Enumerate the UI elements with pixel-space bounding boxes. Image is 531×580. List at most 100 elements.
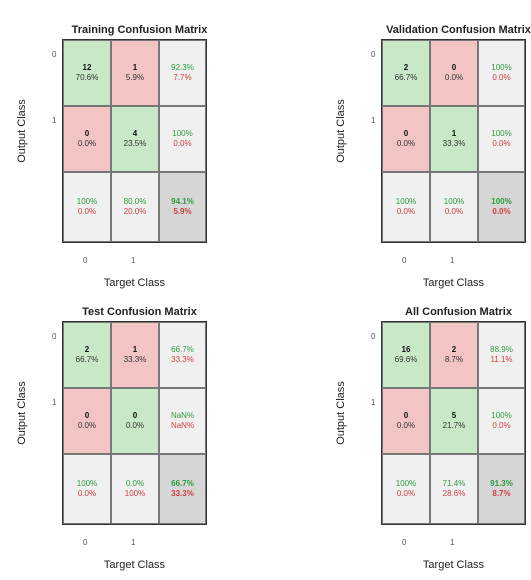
cell-count: 0 bbox=[403, 411, 409, 420]
summary-error-percentage: 33.3% bbox=[171, 355, 194, 364]
summary-correct-percentage: 0.0% bbox=[125, 479, 145, 488]
summary-error-percentage: 0.0% bbox=[173, 139, 192, 148]
summary-error-percentage: 11.1% bbox=[490, 355, 513, 364]
summary-correct-percentage: 100% bbox=[172, 129, 193, 138]
summary-error-percentage: NaN% bbox=[170, 421, 195, 430]
cell-percentage: 0.0% bbox=[396, 421, 416, 430]
cell-count: 16 bbox=[401, 345, 411, 354]
matrix-cell: 16 69.6% bbox=[382, 322, 430, 388]
cell-count: 5 bbox=[451, 411, 457, 420]
cell-count: 12 bbox=[82, 63, 92, 72]
cell-percentage: 21.7% bbox=[442, 421, 466, 430]
overall-error-percentage: 0.0% bbox=[492, 207, 511, 216]
matrix-cell: 2 66.7% bbox=[63, 322, 111, 388]
cell-percentage: 23.5% bbox=[123, 139, 147, 148]
column-summary-cell: 80.0% 20.0% bbox=[111, 172, 159, 242]
row-summary-cell: 88.9% 11.1% bbox=[478, 322, 525, 388]
row-summary-cell: 100% 0.0% bbox=[478, 40, 525, 106]
cell-count: 1 bbox=[132, 63, 138, 72]
overall-correct-percentage: 91.3% bbox=[490, 479, 513, 488]
column-summary-cell: 100% 0.0% bbox=[382, 172, 430, 242]
cell-count: 2 bbox=[84, 345, 90, 354]
summary-correct-percentage: 100% bbox=[395, 479, 417, 488]
row-tick-label: 1 bbox=[371, 116, 376, 125]
overall-error-percentage: 8.7% bbox=[492, 489, 511, 498]
overall-accuracy-cell: 100% 0.0% bbox=[478, 172, 525, 242]
summary-correct-percentage: 92.3% bbox=[171, 63, 194, 72]
summary-error-percentage: 0.0% bbox=[492, 139, 511, 148]
overall-accuracy-cell: 94.1% 5.9% bbox=[159, 172, 206, 242]
row-tick-label: 0 bbox=[371, 50, 376, 59]
cell-percentage: 0.0% bbox=[77, 139, 97, 148]
summary-error-percentage: 0.0% bbox=[444, 207, 464, 216]
matrix-cell: 2 66.7% bbox=[382, 40, 430, 106]
row-tick-label: 0 bbox=[52, 332, 57, 341]
y-axis-label: Output Class bbox=[335, 381, 347, 445]
y-axis-label: Output Class bbox=[335, 99, 347, 163]
row-tick-label: 1 bbox=[52, 398, 57, 407]
overall-correct-percentage: 66.7% bbox=[171, 479, 194, 488]
cell-percentage: 66.7% bbox=[394, 73, 418, 82]
row-summary-cell: NaN% NaN% bbox=[159, 388, 206, 454]
summary-error-percentage: 28.6% bbox=[442, 489, 466, 498]
cell-percentage: 70.6% bbox=[75, 73, 99, 82]
row-summary-cell: 100% 0.0% bbox=[478, 388, 525, 454]
y-axis-label: Output Class bbox=[16, 99, 28, 163]
column-summary-cell: 100% 0.0% bbox=[63, 454, 111, 524]
summary-correct-percentage: NaN% bbox=[170, 411, 195, 420]
cell-count: 0 bbox=[84, 129, 90, 138]
summary-correct-percentage: 71.4% bbox=[442, 479, 466, 488]
summary-correct-percentage: 100% bbox=[491, 411, 512, 420]
y-axis-label: Output Class bbox=[16, 381, 28, 445]
matrix-cell: 0 0.0% bbox=[430, 40, 478, 106]
row-summary-cell: 100% 0.0% bbox=[478, 106, 525, 172]
cell-percentage: 33.3% bbox=[123, 355, 147, 364]
overall-correct-percentage: 100% bbox=[491, 197, 512, 206]
cell-percentage: 0.0% bbox=[125, 421, 145, 430]
cell-percentage: 0.0% bbox=[444, 73, 464, 82]
cell-percentage: 8.7% bbox=[444, 355, 464, 364]
cell-count: 1 bbox=[132, 345, 138, 354]
column-tick-label: 0 bbox=[83, 538, 88, 547]
row-tick-label: 0 bbox=[52, 50, 57, 59]
summary-correct-percentage: 88.9% bbox=[490, 345, 513, 354]
cell-count: 0 bbox=[132, 411, 138, 420]
summary-correct-percentage: 100% bbox=[443, 197, 465, 206]
cell-count: 0 bbox=[403, 129, 409, 138]
all-confusion-panel: All Confusion Matrix Output Class Target C… bbox=[325, 306, 531, 577]
summary-correct-percentage: 100% bbox=[491, 63, 512, 72]
row-tick-label: 1 bbox=[52, 116, 57, 125]
row-tick-label: 1 bbox=[371, 398, 376, 407]
matrix-cell: 5 21.7% bbox=[430, 388, 478, 454]
column-tick-label: 1 bbox=[131, 256, 136, 265]
matrix-cell: 0 0.0% bbox=[63, 106, 111, 172]
matrix-title: Validation Confusion Matrix bbox=[386, 24, 531, 36]
cell-count: 2 bbox=[451, 345, 457, 354]
matrix-title: Training Confusion Matrix bbox=[71, 24, 208, 36]
overall-error-percentage: 33.3% bbox=[171, 489, 194, 498]
confusion-grid: 2 66.7% 0 0.0% 0 0.0% 1 33.3% 100% 0.0% 100% 0.0% 10… bbox=[381, 39, 526, 243]
column-summary-cell: 100% 0.0% bbox=[63, 172, 111, 242]
x-axis-label: Target Class bbox=[422, 559, 485, 571]
summary-error-percentage: 0.0% bbox=[396, 207, 416, 216]
summary-error-percentage: 0.0% bbox=[77, 489, 97, 498]
summary-error-percentage: 0.0% bbox=[492, 73, 511, 82]
summary-error-percentage: 20.0% bbox=[123, 207, 147, 216]
cell-percentage: 0.0% bbox=[396, 139, 416, 148]
cell-count: 0 bbox=[84, 411, 90, 420]
test-confusion-panel: Test Confusion Matrix Output Class Target … bbox=[6, 306, 216, 577]
overall-accuracy-cell: 91.3% 8.7% bbox=[478, 454, 525, 524]
cell-percentage: 33.3% bbox=[442, 139, 466, 148]
column-summary-cell: 100% 0.0% bbox=[430, 172, 478, 242]
confusion-grid: 2 66.7% 1 33.3% 0 0.0% 0 0.0% 66.7% 33.3% NaN% NaN%… bbox=[62, 321, 207, 525]
column-tick-label: 0 bbox=[402, 538, 407, 547]
column-summary-cell: 71.4% 28.6% bbox=[430, 454, 478, 524]
matrix-cell: 12 70.6% bbox=[63, 40, 111, 106]
x-axis-label: Target Class bbox=[103, 277, 166, 289]
cell-count: 1 bbox=[451, 129, 457, 138]
overall-error-percentage: 5.9% bbox=[173, 207, 192, 216]
matrix-title: All Confusion Matrix bbox=[405, 306, 512, 318]
row-tick-label: 0 bbox=[371, 332, 376, 341]
column-tick-label: 0 bbox=[83, 256, 88, 265]
cell-percentage: 69.6% bbox=[394, 355, 418, 364]
